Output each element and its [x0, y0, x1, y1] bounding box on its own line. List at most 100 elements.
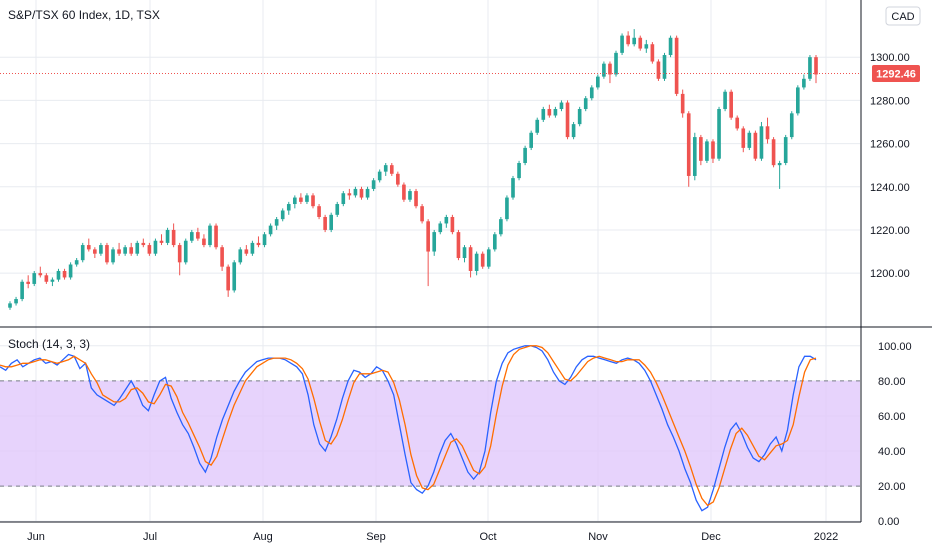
candle-body	[274, 219, 279, 226]
candle-body	[250, 242, 255, 254]
candle-body	[553, 109, 558, 116]
stoch-tick-label: 80.00	[878, 376, 906, 388]
candle-body	[183, 240, 188, 263]
candle-body	[329, 214, 334, 230]
candle-body	[608, 63, 612, 75]
time-tick-label: Nov	[588, 531, 608, 543]
candle-body	[486, 249, 491, 267]
candle-body	[32, 273, 37, 284]
time-tick-label: Sep	[366, 531, 386, 543]
candle-body	[165, 229, 170, 243]
candle-body	[747, 132, 752, 148]
candle-body	[20, 281, 24, 300]
candle-body	[426, 221, 430, 252]
candle-body	[614, 52, 618, 75]
price-tick-label: 1240.00	[870, 182, 910, 194]
candle-body	[232, 262, 237, 291]
candle-body	[535, 119, 540, 133]
stoch-tick-label: 0.00	[878, 516, 899, 528]
candle-body	[56, 270, 61, 280]
candle-body	[505, 197, 509, 220]
candle-body	[8, 303, 12, 308]
candle-body	[111, 249, 115, 263]
candle-body	[74, 260, 79, 265]
time-axis[interactable]: Jun Jul Aug Sep Oct Nov Dec 2022	[0, 521, 861, 543]
candle-body	[14, 299, 18, 304]
candle-body	[620, 35, 624, 53]
candle-body	[189, 232, 194, 241]
candle-body	[638, 37, 643, 49]
candle-body	[420, 206, 424, 222]
stoch-title[interactable]: Stoch (14, 3, 3)	[8, 337, 90, 351]
stoch-axis[interactable]: 0.00 20.00 40.00 60.00 80.00 100.00	[878, 341, 912, 528]
price-candles[interactable]	[8, 29, 818, 310]
candle-body	[808, 57, 812, 79]
candle-body	[68, 264, 73, 278]
price-tick-label: 1220.00	[870, 225, 910, 237]
time-tick-label: Dec	[701, 531, 721, 543]
candle-body	[547, 109, 552, 116]
candle-body	[771, 139, 776, 166]
candle-body	[153, 240, 158, 254]
candle-body	[414, 191, 418, 207]
price-axis[interactable]: 1200.00 1220.00 1240.00 1260.00 1280.00 1300.…	[870, 52, 910, 280]
candle-body	[686, 113, 691, 176]
candle-body	[802, 78, 806, 88]
candle-body	[468, 247, 473, 271]
chart-title[interactable]: S&P/TSX 60 Index, 1D, TSX	[8, 8, 160, 22]
candle-body	[577, 109, 582, 125]
candle-body	[632, 37, 637, 45]
candle-body	[317, 206, 321, 217]
candle-body	[86, 245, 91, 250]
candle-body	[529, 132, 533, 148]
candle-body	[226, 266, 230, 291]
candle-body	[438, 223, 443, 233]
stoch-lines[interactable]	[0, 345, 817, 512]
candle-body	[692, 137, 697, 176]
price-tick-label: 1200.00	[870, 268, 910, 280]
candle-body	[323, 216, 327, 230]
candle-body	[759, 126, 764, 159]
candle-body	[177, 245, 182, 263]
candle-body	[280, 210, 285, 220]
candle-body	[244, 249, 249, 254]
stoch-tick-label: 40.00	[878, 446, 906, 458]
candle-body	[699, 137, 703, 161]
candle-body	[571, 124, 576, 138]
candle-body	[796, 87, 800, 114]
candle-body	[777, 163, 782, 166]
candle-body	[814, 57, 818, 75]
time-tick-label: Oct	[479, 531, 496, 543]
candle-body	[341, 193, 346, 205]
candle-body	[644, 44, 649, 49]
candle-body	[238, 249, 243, 263]
time-tick-label: Aug	[253, 531, 273, 543]
candle-body	[450, 216, 455, 233]
candle-body	[674, 37, 679, 94]
candle-body	[444, 216, 449, 224]
candle-body	[402, 184, 406, 200]
candle-body	[583, 98, 588, 110]
candle-body	[711, 141, 715, 159]
candle-body	[396, 173, 400, 185]
price-tick-label: 1300.00	[870, 52, 910, 64]
time-tick-label: Jun	[27, 531, 45, 543]
candle-body	[171, 229, 176, 246]
candle-body	[262, 234, 267, 246]
last-price-value: 1292.46	[876, 68, 916, 80]
candle-body	[135, 242, 140, 254]
candle-body	[741, 128, 746, 148]
candle-body	[680, 93, 685, 114]
candle-body	[626, 35, 630, 45]
stoch-tick-label: 20.00	[878, 481, 906, 493]
candle-body	[80, 245, 85, 261]
candle-body	[377, 171, 382, 181]
candle-body	[523, 147, 527, 163]
candle-body	[462, 247, 467, 259]
candle-body	[383, 165, 388, 172]
candle-body	[26, 281, 30, 284]
currency-badge[interactable]: CAD	[885, 6, 921, 26]
candle-body	[371, 180, 376, 189]
candle-body	[650, 44, 655, 62]
